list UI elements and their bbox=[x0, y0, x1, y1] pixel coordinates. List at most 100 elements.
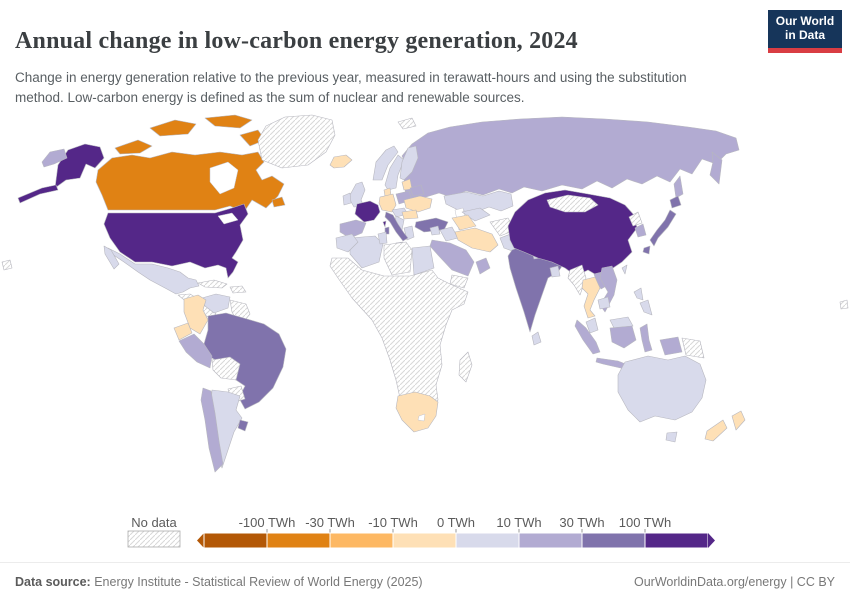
country-libya[interactable] bbox=[383, 241, 413, 276]
country-russia[interactable] bbox=[401, 116, 740, 202]
country-chile[interactable] bbox=[200, 387, 224, 473]
legend-bucket[interactable] bbox=[644, 532, 709, 549]
country-ireland[interactable] bbox=[342, 192, 352, 206]
country-indonesia-kalimantan[interactable] bbox=[609, 325, 637, 349]
data-source-text[interactable]: Energy Institute - Statistical Review of… bbox=[90, 574, 423, 589]
country-mongolia[interactable] bbox=[546, 194, 599, 213]
legend-arrow-right[interactable] bbox=[708, 533, 715, 548]
country-saudi-arabia[interactable] bbox=[429, 239, 475, 277]
country-new-zealand-north[interactable] bbox=[731, 410, 746, 431]
country-kazakhstan[interactable] bbox=[443, 190, 514, 214]
country-mexico[interactable] bbox=[107, 247, 200, 295]
country-papua-new-guinea[interactable] bbox=[681, 337, 705, 359]
country-canada-island[interactable] bbox=[149, 119, 197, 137]
island-pacific-west[interactable] bbox=[1, 259, 13, 271]
country-bolivia[interactable] bbox=[211, 356, 241, 381]
owid-logo[interactable]: Our World in Data bbox=[768, 10, 842, 53]
country-ukraine[interactable] bbox=[403, 195, 433, 213]
country-indonesia-papua[interactable] bbox=[659, 336, 683, 356]
country-spain[interactable] bbox=[339, 219, 367, 239]
country-canada[interactable] bbox=[95, 151, 285, 213]
country-romania[interactable] bbox=[401, 209, 419, 220]
country-north-korea[interactable] bbox=[628, 211, 643, 227]
country-bangladesh[interactable] bbox=[549, 265, 561, 278]
country-france-corsica[interactable] bbox=[382, 220, 387, 228]
country-russia-chukotka[interactable] bbox=[41, 148, 68, 168]
region-africa-no-data[interactable] bbox=[329, 257, 469, 413]
country-canada-island[interactable] bbox=[204, 114, 253, 129]
country-hispaniola[interactable] bbox=[229, 285, 247, 294]
country-new-zealand-south[interactable] bbox=[704, 419, 728, 442]
country-greenland[interactable] bbox=[257, 114, 336, 169]
country-australia-tasmania[interactable] bbox=[665, 431, 678, 443]
country-morocco[interactable] bbox=[335, 233, 359, 253]
legend-bucket[interactable] bbox=[455, 532, 520, 549]
legend-bucket[interactable] bbox=[329, 532, 394, 549]
country-indonesia-sumatra[interactable] bbox=[574, 319, 601, 355]
country-japan-hokkaido[interactable] bbox=[669, 195, 682, 209]
country-russia-kamchatka[interactable] bbox=[709, 151, 723, 185]
country-cuba[interactable] bbox=[197, 279, 228, 289]
legend-tick: 30 TWh bbox=[559, 515, 604, 530]
country-philippines-luzon[interactable] bbox=[633, 287, 644, 301]
legend-bucket[interactable] bbox=[581, 532, 646, 549]
country-oman[interactable] bbox=[475, 257, 491, 275]
country-cambodia[interactable] bbox=[597, 296, 611, 310]
country-iraq[interactable] bbox=[439, 226, 459, 242]
country-peru[interactable] bbox=[178, 333, 213, 369]
country-usa[interactable] bbox=[103, 203, 249, 279]
country-venezuela[interactable] bbox=[201, 293, 231, 314]
country-russia-sakhalin[interactable] bbox=[673, 175, 684, 199]
country-mexico-baja[interactable] bbox=[103, 245, 120, 270]
country-iran[interactable] bbox=[454, 227, 499, 253]
country-taiwan[interactable] bbox=[621, 264, 628, 275]
legend-bucket[interactable] bbox=[392, 532, 457, 549]
country-svalbard[interactable] bbox=[397, 117, 417, 130]
data-source[interactable]: Data source: Energy Institute - Statisti… bbox=[15, 575, 423, 589]
legend-bucket[interactable] bbox=[518, 532, 583, 549]
country-turkmenistan[interactable] bbox=[451, 214, 477, 231]
legend-bucket[interactable] bbox=[266, 532, 331, 549]
country-usa-aleutians[interactable] bbox=[17, 184, 59, 204]
country-uk[interactable] bbox=[349, 181, 366, 208]
country-uzbekistan[interactable] bbox=[461, 207, 491, 222]
country-canada-newfoundland[interactable] bbox=[271, 196, 286, 208]
country-sri-lanka[interactable] bbox=[531, 331, 542, 346]
country-norway[interactable] bbox=[372, 145, 399, 181]
country-philippines-mindanao[interactable] bbox=[639, 299, 653, 316]
country-malaysia-borneo[interactable] bbox=[609, 316, 634, 329]
country-germany[interactable] bbox=[378, 193, 397, 213]
country-uruguay[interactable] bbox=[237, 419, 249, 432]
island-pacific-east[interactable] bbox=[839, 299, 849, 310]
legend-arrow-left[interactable] bbox=[197, 533, 204, 548]
country-south-korea[interactable] bbox=[634, 223, 647, 238]
country-france[interactable] bbox=[354, 200, 381, 223]
country-canada-island[interactable] bbox=[114, 139, 153, 155]
country-belarus[interactable] bbox=[409, 184, 425, 197]
country-yemen[interactable] bbox=[449, 274, 469, 289]
country-finland[interactable] bbox=[399, 145, 419, 181]
credit-link[interactable]: OurWorldinData.org/energy | CC BY bbox=[633, 574, 835, 589]
country-egypt[interactable] bbox=[411, 245, 435, 276]
country-south-africa[interactable] bbox=[395, 391, 439, 433]
chart-subtitle: Change in energy generation relative to … bbox=[15, 69, 687, 105]
country-madagascar[interactable] bbox=[458, 351, 473, 383]
country-ecuador[interactable] bbox=[173, 322, 193, 341]
country-tunisia[interactable] bbox=[377, 231, 388, 245]
chart-footer: Data source: Energy Institute - Statisti… bbox=[0, 562, 850, 600]
country-australia[interactable] bbox=[617, 355, 707, 423]
no-data-label: No data bbox=[131, 515, 177, 530]
country-malaysia[interactable] bbox=[585, 317, 599, 334]
country-iceland[interactable] bbox=[329, 154, 353, 169]
country-japan[interactable] bbox=[649, 209, 677, 247]
legend-bucket[interactable] bbox=[203, 532, 268, 549]
country-indonesia-sulawesi[interactable] bbox=[639, 323, 653, 353]
country-thailand[interactable] bbox=[581, 276, 601, 319]
country-algeria[interactable] bbox=[349, 235, 384, 269]
country-japan-kyushu[interactable] bbox=[642, 245, 651, 255]
no-data-swatch[interactable] bbox=[127, 530, 181, 548]
country-china[interactable] bbox=[507, 189, 638, 277]
country-myanmar[interactable] bbox=[567, 264, 587, 296]
country-italy[interactable] bbox=[384, 211, 409, 242]
region-levant[interactable] bbox=[429, 225, 441, 236]
